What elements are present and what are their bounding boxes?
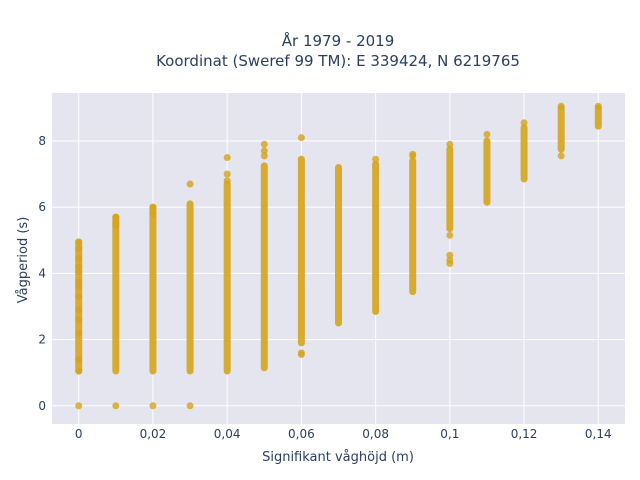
data-point [446,231,454,239]
data-point [297,134,305,142]
data-point [557,102,565,110]
data-point [75,306,83,314]
point-column-14 [594,104,602,130]
y-tick-label: 4 [38,266,46,280]
data-points [75,102,602,410]
data-point [446,140,454,148]
data-point [75,293,83,301]
data-point [297,349,305,357]
x-tick-label: 0,06 [288,427,315,441]
data-point [75,316,83,324]
data-point [75,283,83,291]
point-column-7 [335,163,342,327]
point-column-1 [112,213,120,375]
data-point [260,140,268,148]
data-point [75,268,83,276]
y-tick-label: 2 [38,333,46,347]
data-point [75,278,83,286]
data-point [149,210,157,218]
data-point [409,150,417,158]
y-axis-label: Vågperiod (s) [16,217,31,304]
x-axis-ticks: 0 0,02 0,04 0,06 0,08 0,1 0,12 0,14 [75,427,612,441]
data-point [75,355,83,363]
data-point [223,170,231,178]
data-point [223,177,231,185]
y-tick-label: 6 [38,200,46,214]
data-point [260,152,268,160]
point-column-3 [186,200,194,375]
data-point [223,154,231,162]
data-point [75,263,83,271]
data-point [372,155,380,163]
data-point [446,251,454,259]
data-point [260,147,268,155]
data-point [112,213,120,221]
x-axis-label: Signifikant våghöjd (m) [262,450,414,465]
x-tick-label: 0,14 [585,427,612,441]
data-point [75,329,83,337]
data-point [112,402,120,410]
x-tick-label: 0,1 [440,427,459,441]
chart-title-line2: Koordinat (Sweref 99 TM): E 339424, N 62… [156,52,520,70]
data-point [75,238,83,246]
point-column-6 [297,155,305,347]
data-point [446,256,454,264]
point-column-9 [409,157,417,296]
data-point [75,367,83,375]
point-column-12 [520,124,528,183]
chart-title-line1: År 1979 - 2019 [282,31,395,50]
data-point [186,180,194,188]
point-column-5 [260,162,268,372]
data-point [149,203,157,211]
data-point [594,102,602,110]
point-column-13 [557,104,565,153]
data-point [520,119,528,127]
data-point [186,402,194,410]
x-tick-label: 0,08 [362,427,389,441]
data-point [149,402,157,410]
y-tick-label: 0 [38,399,46,413]
y-axis-ticks: 0 2 4 6 8 [38,134,46,413]
data-point [557,152,565,160]
point-column-8 [372,160,380,315]
data-point [483,130,491,138]
point-column-2 [149,203,157,375]
data-point [75,245,83,253]
x-tick-label: 0,12 [511,427,538,441]
x-tick-label: 0,04 [214,427,241,441]
data-point [75,402,83,410]
y-tick-label: 8 [38,134,46,148]
point-column-4 [223,180,231,375]
x-tick-label: 0 [75,427,83,441]
data-point [112,218,120,226]
point-column-11 [483,137,491,206]
data-point [75,255,83,262]
point-column-10 [446,145,454,233]
x-tick-label: 0,02 [140,427,167,441]
